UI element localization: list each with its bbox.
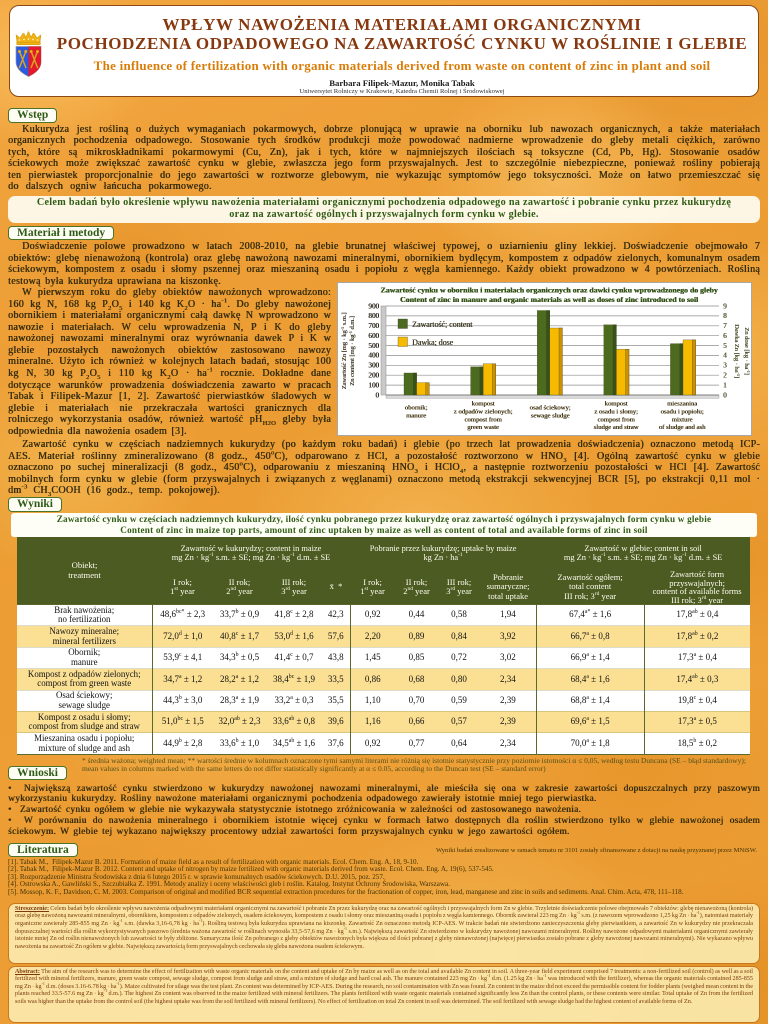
svg-text:Zawartość cynku w oborniku i m: Zawartość cynku w oborniku i materiałach…: [380, 286, 717, 295]
svg-text:kompost: kompost: [604, 401, 627, 408]
svg-text:Zawartość; content: Zawartość; content: [412, 320, 473, 329]
svg-text:z osadu i słomy;: z osadu i słomy;: [594, 408, 638, 415]
svg-text:100: 100: [368, 381, 379, 389]
svg-text:4: 4: [723, 352, 727, 360]
svg-text:kompost: kompost: [471, 401, 494, 408]
svg-text:of sludge and ash: of sludge and ash: [659, 424, 706, 431]
svg-text:9: 9: [723, 302, 727, 310]
svg-text:Dawka; dose: Dawka; dose: [412, 338, 453, 347]
svg-text:sludge and straw: sludge and straw: [594, 424, 639, 431]
svg-text:200: 200: [368, 372, 379, 380]
svg-text:300: 300: [368, 362, 379, 370]
svg-text:800: 800: [368, 312, 379, 320]
svg-text:7: 7: [723, 322, 727, 330]
svg-text:osad ściekowy;: osad ściekowy;: [529, 405, 570, 412]
svg-text:sewage sludge: sewage sludge: [531, 412, 570, 419]
svg-text:8: 8: [723, 312, 727, 320]
svg-text:z odpadów zielonych;: z odpadów zielonych;: [454, 408, 513, 415]
svg-text:mieszanina: mieszanina: [667, 401, 697, 408]
svg-text:Content of zinc in manure and: Content of zinc in manure and organic ma…: [400, 295, 699, 304]
svg-text:Dawka Zn [kg · ha-1]: Dawka Zn [kg · ha-1]: [733, 324, 742, 378]
svg-text:compost from: compost from: [464, 416, 502, 423]
svg-text:osadu i popiołu;: osadu i popiołu;: [660, 408, 703, 415]
svg-text:compost from: compost from: [597, 416, 635, 423]
svg-text:500: 500: [368, 342, 379, 350]
svg-text:700: 700: [368, 322, 379, 330]
svg-text:0: 0: [375, 391, 379, 399]
svg-text:obornik;: obornik;: [405, 405, 428, 412]
svg-text:Zn content [mg · kg-1 d.m.]: Zn content [mg · kg-1 d.m.]: [348, 316, 357, 386]
svg-text:green waste: green waste: [467, 424, 499, 431]
svg-text:Zn dose [kg · ha-1]: Zn dose [kg · ha-1]: [743, 327, 751, 375]
svg-text:3: 3: [723, 362, 727, 370]
svg-text:600: 600: [368, 332, 379, 340]
svg-text:2: 2: [723, 372, 727, 380]
svg-text:1: 1: [723, 381, 727, 389]
svg-text:0: 0: [723, 391, 727, 399]
svg-text:900: 900: [368, 302, 379, 310]
svg-text:6: 6: [723, 332, 727, 340]
svg-text:400: 400: [368, 352, 379, 360]
svg-text:manure: manure: [406, 412, 426, 419]
svg-text:mixture: mixture: [672, 416, 693, 423]
svg-text:5: 5: [723, 342, 727, 350]
svg-text:Zawartość Zn [mg · kg-1 s.m.]: Zawartość Zn [mg · kg-1 s.m.]: [340, 313, 349, 390]
